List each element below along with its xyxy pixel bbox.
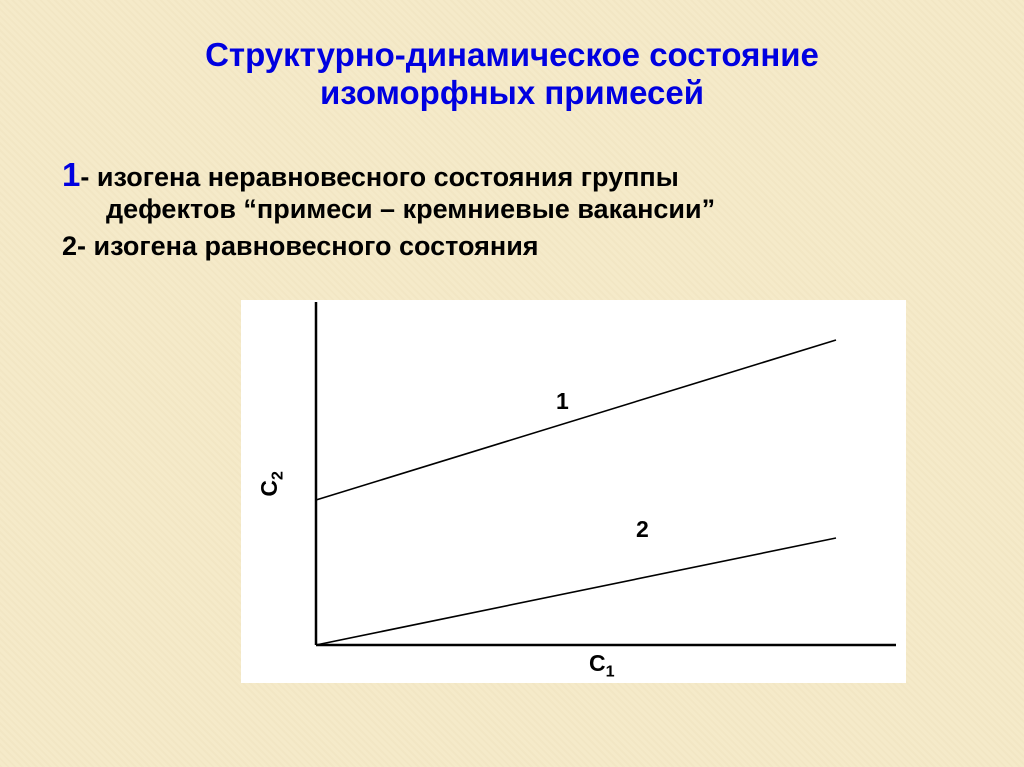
item1-text-b: дефектов “примеси – кремниевые вакансии” [62,194,974,225]
x-axis-label-sub: 1 [606,663,615,681]
y-axis-label-sub: 2 [269,471,287,480]
item1-sep: - [80,162,97,192]
title-line2: изоморфных примесей [320,74,704,111]
item1-text-a: изогена неравновесного состояния группы [97,162,679,192]
chart-area: C2 C1 1 2 [241,300,906,683]
chart-svg [241,300,906,683]
title-line1: Структурно-динамическое состояние [205,36,819,73]
item1-number: 1 [62,156,80,193]
legend-item-2: 2- изогена равновесного состояния [62,231,974,262]
line-2-label: 2 [636,516,649,543]
y-axis-label: C2 [256,471,288,497]
item2-text: изогена равновесного состояния [94,231,539,261]
line-1-label: 1 [556,388,569,415]
y-axis-label-base: C [256,480,282,497]
item2-sep: - [77,231,94,261]
slide-title: Структурно-динамическое состояние изомор… [0,0,1024,112]
x-axis-label-base: C [589,650,606,676]
item2-number: 2 [62,231,77,261]
legend-item-1: 1- изогена неравновесного состояния груп… [62,156,974,225]
x-axis-label: C1 [589,650,615,682]
